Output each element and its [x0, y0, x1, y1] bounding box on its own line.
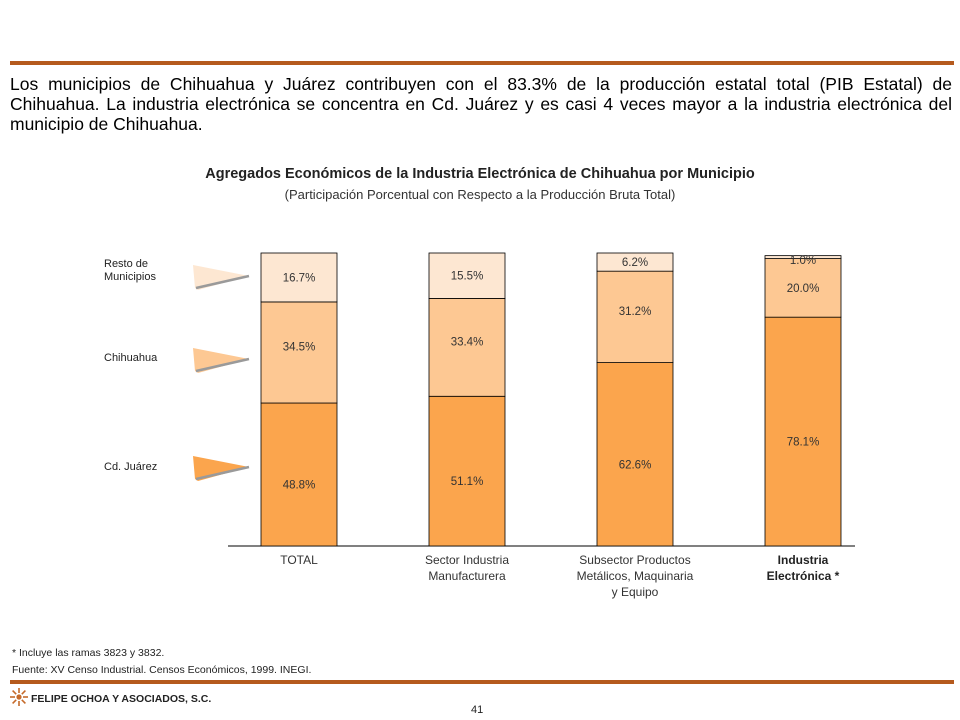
data-label-cd-juarez-0: 48.8%	[283, 480, 316, 492]
data-label-resto-2: 6.2%	[622, 257, 648, 269]
bottom-rule	[10, 680, 954, 684]
footnote-ramas: * Incluye las ramas 3823 y 3832.	[12, 647, 165, 659]
bar-segment-cd-juarez-1	[428, 395, 506, 547]
chart-subtitle: (Participación Porcentual con Respecto a…	[284, 187, 676, 202]
legend-label-resto-line-1: Resto de	[104, 258, 149, 270]
legend-arrow-fill-chihuahua	[193, 348, 249, 373]
data-label-chihuahua-3: 20.0%	[787, 283, 820, 295]
data-label-cd-juarez-1: 51.1%	[451, 476, 484, 488]
category-label-0-line-0: TOTAL	[280, 553, 318, 567]
bar-segment-cd-juarez-2	[596, 362, 674, 547]
legend-arrow-shadow-cd-juarez	[195, 465, 250, 481]
data-label-resto-3: 1.0%	[790, 255, 816, 267]
legend-arrow-fill-cd-juarez	[193, 456, 249, 481]
data-label-cd-juarez-2: 62.6%	[619, 459, 652, 471]
bar-segment-resto-2	[596, 252, 674, 272]
top-rule	[10, 61, 954, 65]
bar-segment-cd-juarez-0	[260, 402, 338, 547]
legend-arrow-shadow-chihuahua	[195, 357, 250, 373]
bar-segment-chihuahua-0	[260, 301, 338, 404]
chart-title: Agregados Económicos de la Industria Ele…	[205, 166, 755, 182]
category-label-1-line-0: Sector Industria	[424, 553, 510, 567]
category-label-3: Industria Electrónica *	[728, 552, 878, 584]
legend-arrow-cd-juarez	[193, 456, 250, 481]
data-label-chihuahua-1: 33.4%	[451, 336, 484, 348]
bar-segment-resto-1	[428, 252, 506, 299]
legend-arrow-fill-resto	[193, 265, 249, 290]
page-number: 41	[471, 704, 484, 716]
legend-arrow-chihuahua	[193, 348, 250, 373]
intro-paragraph: Los municipios de Chihuahua y Juárez con…	[10, 74, 952, 134]
legend-label-resto: Resto de Municipios	[104, 258, 184, 284]
category-label-0: TOTAL	[224, 552, 374, 568]
legend-arrow-resto	[193, 265, 250, 290]
data-label-chihuahua-2: 31.2%	[619, 306, 652, 318]
category-label-3-line-0: Industria	[777, 553, 829, 567]
data-label-cd-juarez-3: 78.1%	[787, 437, 820, 449]
bar-segment-cd-juarez-3	[764, 316, 842, 547]
category-label-1-line-1: Manufacturera	[428, 569, 506, 583]
data-label-resto-1: 15.5%	[451, 271, 484, 283]
category-label-1: Sector Industria Manufacturera	[392, 552, 542, 584]
category-label-2-line-0: Subsector Productos	[579, 553, 691, 567]
legend-label-juarez: Cd. Juárez	[104, 461, 158, 473]
bar-segment-resto-3	[764, 255, 842, 259]
legend-label-resto-line-2: Municipios	[104, 271, 156, 283]
company-logo-icon	[10, 688, 28, 706]
legend-arrow-shadow-resto	[195, 274, 250, 290]
footnote-source: Fuente: XV Censo Industrial. Censos Econ…	[12, 664, 312, 676]
category-label-2: Subsector Productos Metálicos, Maquinaria…	[560, 552, 710, 600]
bar-segment-chihuahua-2	[596, 270, 674, 363]
company-name: FELIPE OCHOA Y ASOCIADOS, S.C.	[31, 693, 212, 705]
bar-segment-resto-0	[260, 252, 338, 303]
category-label-2-line-2: y Equipo	[611, 585, 659, 599]
category-label-3-line-1: Electrónica *	[766, 569, 840, 583]
data-label-chihuahua-0: 34.5%	[283, 341, 316, 353]
category-label-2-line-1: Metálicos, Maquinaria	[576, 569, 694, 583]
legend-label-chihuahua: Chihuahua	[104, 352, 158, 364]
data-label-resto-0: 16.7%	[283, 272, 316, 284]
